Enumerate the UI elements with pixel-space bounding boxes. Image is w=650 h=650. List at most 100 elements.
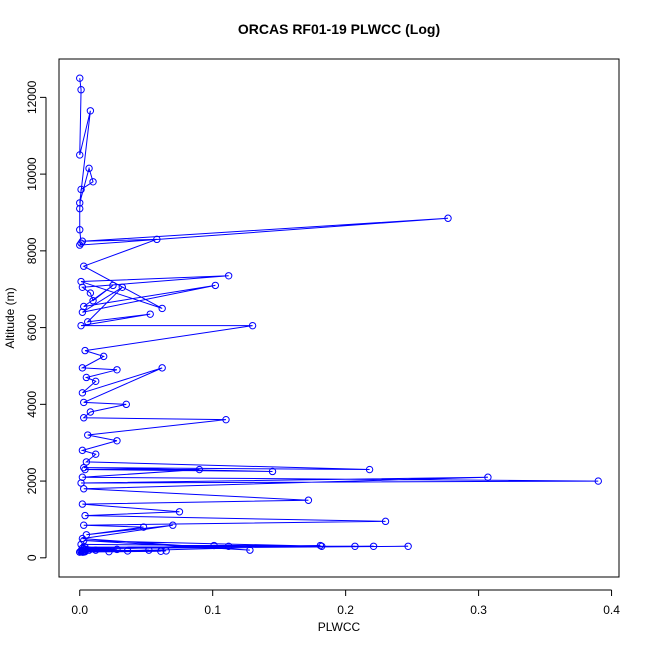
data-point xyxy=(78,364,87,372)
data-point xyxy=(84,431,92,439)
x-tick-label: 0.1 xyxy=(204,603,221,617)
data-point xyxy=(85,164,93,173)
data-point xyxy=(351,542,359,550)
data-point xyxy=(316,541,325,550)
data-point xyxy=(246,546,254,554)
y-tick-label: 0 xyxy=(25,554,39,561)
data-point xyxy=(77,185,85,194)
y-axis-label: Altitude (m) xyxy=(3,287,17,348)
data-point xyxy=(109,281,117,290)
data-point xyxy=(113,437,121,445)
data-point xyxy=(80,262,88,270)
data-point xyxy=(76,548,84,556)
data-point xyxy=(175,508,184,516)
data-point xyxy=(78,308,87,316)
data-point xyxy=(146,310,154,318)
data-point xyxy=(76,74,84,82)
data-point xyxy=(78,389,87,397)
data-point xyxy=(158,304,166,313)
data-point xyxy=(85,546,93,554)
data-point xyxy=(169,521,177,529)
y-tick-label: 6000 xyxy=(25,314,39,341)
data-point xyxy=(82,373,91,382)
data-point xyxy=(113,545,121,554)
data-point xyxy=(153,235,161,244)
data-point xyxy=(123,547,132,555)
data-point xyxy=(211,281,220,290)
data-point xyxy=(76,226,84,234)
data-point xyxy=(86,107,95,115)
series-layer xyxy=(76,74,602,556)
data-point xyxy=(105,547,113,556)
y-axis: 0 2000 4000 6000 8000 10000 12000 xyxy=(25,80,47,561)
data-point xyxy=(80,414,88,422)
data-point xyxy=(318,542,326,550)
data-point xyxy=(76,204,84,213)
x-tick-label: 0.2 xyxy=(337,603,354,617)
data-point xyxy=(80,485,88,493)
data-point xyxy=(81,346,89,355)
data-point xyxy=(81,511,89,520)
data-point xyxy=(78,283,87,291)
data-point xyxy=(84,318,92,326)
data-point xyxy=(89,178,97,186)
data-point xyxy=(113,366,121,374)
data-point xyxy=(77,86,85,94)
x-axis: 0.0 0.1 0.2 0.3 0.4 xyxy=(71,589,620,617)
data-point xyxy=(158,364,166,372)
data-point xyxy=(304,496,313,504)
x-tick-label: 0.4 xyxy=(603,603,620,617)
y-tick-label: 8000 xyxy=(25,237,39,264)
series-line xyxy=(78,78,599,553)
data-point xyxy=(76,199,84,207)
data-point xyxy=(404,542,412,550)
data-point xyxy=(118,283,126,291)
data-point xyxy=(86,408,95,416)
data-point xyxy=(77,321,85,330)
y-tick-label: 2000 xyxy=(25,467,39,494)
data-point xyxy=(162,547,170,555)
data-point xyxy=(76,151,84,159)
data-point xyxy=(157,547,165,555)
y-tick-label: 12000 xyxy=(25,80,39,114)
data-point xyxy=(224,542,233,550)
data-point xyxy=(122,400,130,409)
data-point xyxy=(268,467,277,476)
data-point xyxy=(210,541,218,550)
x-tick-label: 0.0 xyxy=(71,603,88,617)
data-point xyxy=(224,272,233,280)
data-point xyxy=(81,465,89,474)
x-tick-label: 0.3 xyxy=(470,603,487,617)
data-point xyxy=(365,465,374,474)
data-point xyxy=(86,289,95,297)
data-point xyxy=(92,450,100,458)
data-point xyxy=(248,321,257,330)
data-point xyxy=(139,523,148,531)
data-point xyxy=(145,546,153,554)
data-point xyxy=(78,237,87,245)
data-point xyxy=(484,473,492,481)
data-point xyxy=(89,297,97,305)
data-point xyxy=(78,500,87,508)
y-tick-label: 4000 xyxy=(25,391,39,418)
data-point xyxy=(222,415,230,424)
chart-title: ORCAS RF01-19 PLWCC (Log) xyxy=(238,21,440,37)
data-point xyxy=(594,477,602,485)
data-point xyxy=(444,214,452,222)
data-point xyxy=(369,542,378,550)
plot-frame xyxy=(58,58,620,578)
data-point xyxy=(77,239,85,247)
y-tick-label: 10000 xyxy=(25,157,39,191)
data-point xyxy=(80,398,88,407)
data-point xyxy=(80,521,88,529)
data-point xyxy=(381,517,390,526)
data-point xyxy=(99,352,108,361)
data-point xyxy=(80,547,88,556)
data-point xyxy=(80,463,88,472)
data-point xyxy=(92,377,100,386)
x-axis-label: PLWCC xyxy=(318,620,361,634)
data-point xyxy=(78,446,87,455)
data-point xyxy=(195,465,204,474)
